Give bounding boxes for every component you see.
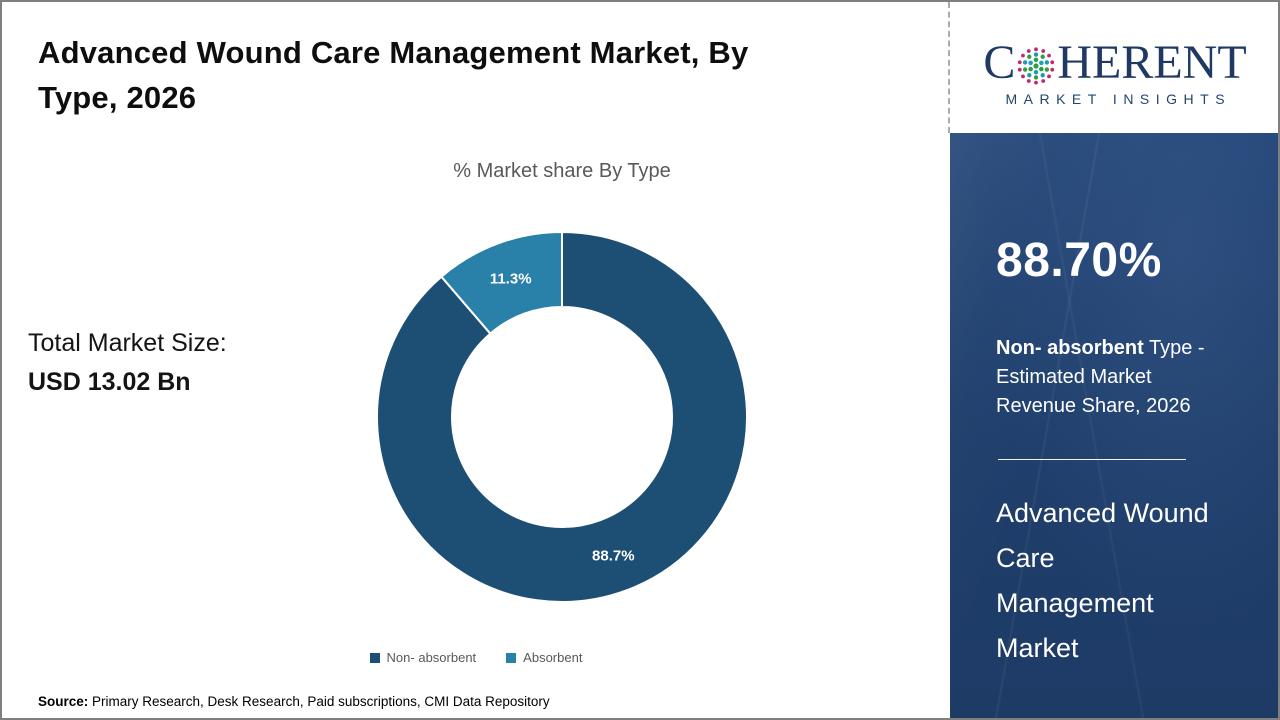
highlight-segment-name: Non- absorbent [996, 337, 1144, 359]
legend-item-absorbent: Absorbent [506, 650, 582, 665]
legend-swatch-absorbent [506, 652, 517, 663]
highlight-description-rest: Type - Estimated Market Revenue Share, 2… [996, 337, 1205, 417]
legend-label-non-absorbent: Non- absorbent [386, 650, 477, 665]
highlight-share-value: 88.70% [996, 234, 1162, 287]
svg-text:88.7%: 88.7% [592, 547, 635, 564]
logo-word-rest: HERENT [1057, 36, 1247, 89]
total-market-size: Total Market Size: USD 13.02 Bn [28, 326, 227, 399]
svg-text:11.3%: 11.3% [490, 271, 532, 288]
sidebar-market-name: Advanced Wound Care Management Market [996, 498, 1209, 663]
brand-tagline: MARKET INSIGHTS [1005, 90, 1232, 107]
sidebar-body: 88.70% Non- absorbent Type - Estimated M… [950, 133, 1278, 718]
sidebar: C HERENT MARKET INSIGHTS 88.70% Non- abs… [950, 2, 1278, 718]
legend-item-non-absorbent: Non- absorbent [369, 650, 477, 665]
total-market-size-label: Total Market Size: [28, 329, 227, 357]
page-title: Advanced Wound Care Management Market, B… [38, 35, 749, 115]
source-note: Source: Primary Research, Desk Research,… [38, 694, 550, 709]
sidebar-divider [998, 459, 1186, 460]
chart-legend: Non- absorbent Absorbent [2, 650, 950, 665]
dashed-separator [948, 2, 950, 133]
source-label: Source: [38, 694, 89, 709]
donut-chart: 88.7% 11.3% [375, 230, 748, 603]
legend-swatch-non-absorbent [369, 652, 380, 663]
source-text: Primary Research, Desk Research, Paid su… [88, 694, 550, 709]
brand-logo-wordmark: C HERENT [983, 36, 1246, 89]
legend-label-absorbent: Absorbent [523, 650, 583, 665]
total-market-size-value: USD 13.02 Bn [28, 368, 191, 396]
brand-logo: C HERENT MARKET INSIGHTS [950, 2, 1278, 133]
donut-chart-container: 88.7% 11.3% [375, 230, 749, 604]
globe-icon [1018, 46, 1055, 85]
highlight-share-description: Non- absorbent Type - Estimated Market R… [996, 305, 1246, 421]
chart-title: % Market share By Type [453, 160, 671, 182]
logo-letter-c: C [983, 36, 1016, 89]
